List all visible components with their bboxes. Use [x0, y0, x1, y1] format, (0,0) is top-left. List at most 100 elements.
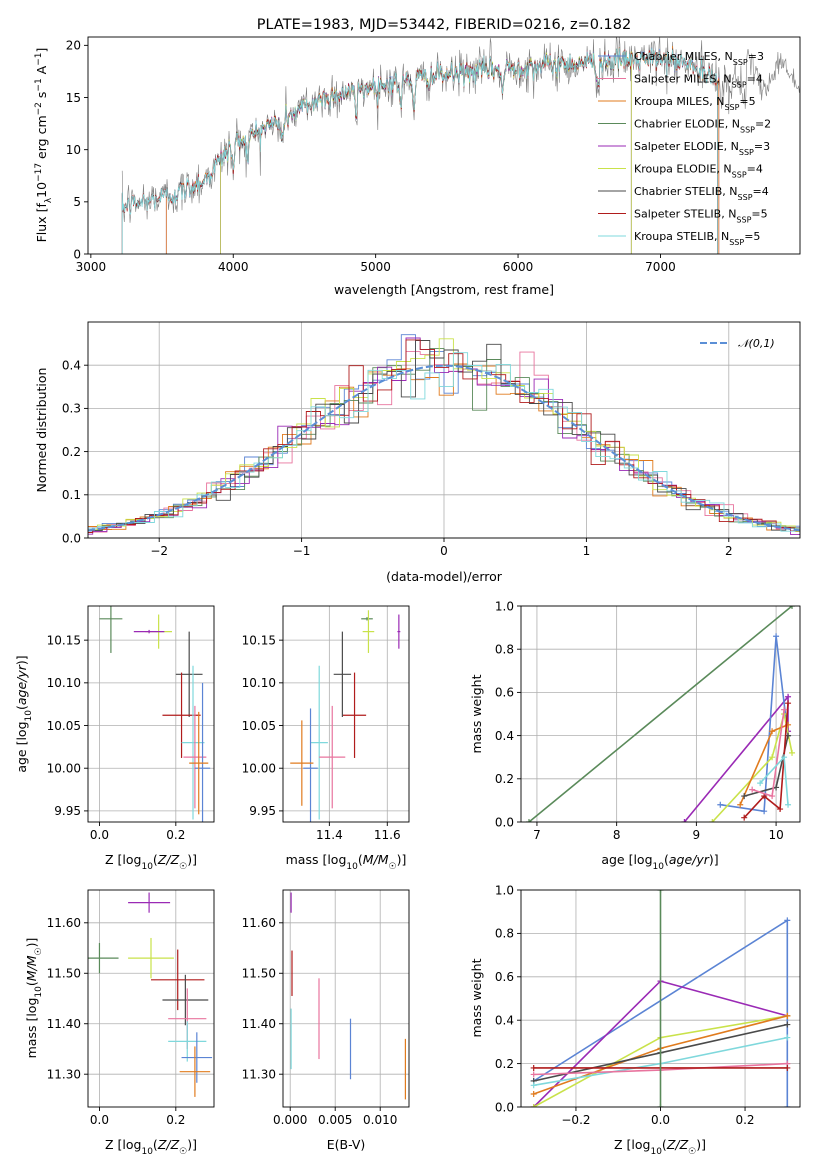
- weight-series: [749, 706, 788, 800]
- label-part: age/yr: [14, 664, 29, 705]
- plot-area: [88, 892, 213, 1097]
- weight-marker: [709, 819, 716, 822]
- label-part: 10: [34, 986, 44, 998]
- plot-area: [290, 892, 406, 1100]
- errorbar-point: [189, 711, 209, 815]
- axes-frame: [87, 605, 215, 823]
- x-tick-label: 5000: [360, 260, 391, 274]
- errorbar-point: [290, 720, 314, 806]
- errorbar-point: [99, 606, 123, 653]
- label-part: age/yr: [669, 852, 710, 867]
- y-tick-label: 11.40: [242, 1017, 276, 1031]
- weight-series: [757, 754, 792, 808]
- x-axis-label: wavelength [Angstrom, rest frame]: [334, 282, 554, 297]
- weight-marker: [525, 819, 532, 822]
- x-axis-label: mass [log10(M/M☉)]: [286, 852, 407, 872]
- x-tick-label: 9: [693, 828, 701, 842]
- label-part: (: [14, 705, 29, 710]
- weight-marker: [777, 806, 784, 813]
- x-axis-label: Z [log10(Z/Z☉)]: [614, 1137, 706, 1157]
- label-part: ☉: [179, 862, 187, 872]
- axes-frame: [520, 605, 801, 823]
- weight-marker: [761, 808, 768, 815]
- label-part: (: [153, 1137, 158, 1152]
- label-part: erg cm: [34, 115, 49, 163]
- y-tick-label: 11.50: [242, 967, 276, 981]
- y-tick-label: 10.00: [242, 762, 276, 776]
- x-tick-label: 7000: [645, 260, 676, 274]
- weight-marker: [657, 890, 664, 893]
- errorbar-point: [128, 937, 174, 979]
- weight-marker: [681, 819, 688, 822]
- y-tick-label: 20: [66, 39, 81, 53]
- label-part: ☉: [34, 947, 44, 955]
- y-axis-label: mass weight: [469, 958, 484, 1037]
- legend-entry: Salpeter STELIB, NSSP=5: [634, 208, 768, 225]
- label-part: 10: [650, 1147, 662, 1157]
- label-part: )]: [397, 852, 407, 867]
- y-axis-label: Normed distribution: [34, 368, 49, 493]
- legend-name: Salpeter STELIB, N: [634, 208, 736, 221]
- x-tick-label: 0.2: [166, 1113, 185, 1127]
- weight-marker: [741, 814, 748, 821]
- legend-entry: Salpeter MILES, NSSP=4: [634, 73, 763, 90]
- label-part: mass [log: [24, 998, 39, 1059]
- legend-value: =3: [748, 50, 764, 63]
- weight-marker: [785, 693, 792, 700]
- y-tick-label: 11.30: [242, 1067, 276, 1081]
- y-tick-label: 0.8: [495, 643, 514, 657]
- legend-value: =2: [755, 118, 771, 131]
- y-axis-label: mass weight: [469, 674, 484, 753]
- label-part: M/M: [363, 852, 389, 867]
- legend-subscript: SSP: [739, 148, 754, 157]
- label-part: ☉: [688, 1147, 696, 1157]
- label-part: )]: [709, 852, 719, 867]
- x-tick-label: 2: [725, 544, 733, 558]
- label-part: mass [log: [286, 852, 347, 867]
- legend-entry: Salpeter ELODIE, NSSP=3: [634, 140, 770, 157]
- errorbar-point: [162, 974, 209, 1026]
- errorbar-point: [333, 631, 352, 717]
- normal-pdf-curve: [88, 364, 800, 532]
- legend-value: =5: [751, 208, 767, 221]
- legend-entry: 𝒩(0,1): [738, 337, 775, 350]
- label-part: (: [662, 1137, 667, 1152]
- y-tick-label: 10.05: [47, 719, 81, 733]
- chart-title: PLATE=1983, MJD=53442, FIBERID=0216, z=0…: [257, 17, 631, 33]
- legend-subscript: SSP: [724, 103, 739, 112]
- x-tick-label: 3000: [76, 260, 107, 274]
- x-tick-label: 0.000: [273, 1113, 307, 1127]
- model-spectrum: [121, 48, 718, 254]
- errorbar-point: [342, 672, 367, 758]
- weight-marker: [769, 793, 776, 800]
- y-tick-label: 0.6: [495, 686, 514, 700]
- plot-area: [530, 890, 791, 1107]
- errorbar-point: [128, 892, 171, 913]
- legend-subscript: SSP: [729, 238, 744, 247]
- x-tick-label: 0.0: [90, 828, 109, 842]
- y-tick-label: 0.0: [62, 531, 81, 545]
- weight-marker: [749, 786, 756, 793]
- x-tick-label: 8: [613, 828, 621, 842]
- legend-name: Chabrier MILES, N: [634, 50, 733, 63]
- y-tick-label: 0.3: [62, 402, 81, 416]
- x-tick-label: 10: [768, 828, 783, 842]
- residual-histogram: [88, 352, 800, 532]
- panel-age-vs-mass: 11.4 11.6 9.95 10.00 10.05 10.10 10.15 mass [lo…: [242, 605, 410, 872]
- y-tick-label: 0.2: [495, 1057, 514, 1071]
- axes-frame: [282, 889, 410, 1108]
- errorbar-point: [194, 682, 211, 822]
- weight-marker: [784, 1012, 791, 1019]
- weight-marker: [717, 801, 724, 808]
- y-tick-label: 0.4: [495, 729, 514, 743]
- panel-mass-vs-ebv: 0.000 0.005 0.010 11.30 11.40 11.50 11.60 E(B-V…: [242, 889, 410, 1152]
- legend-subscript: SSP: [740, 125, 755, 134]
- y-tick-label: 10.05: [242, 719, 276, 733]
- weight-series: [737, 721, 792, 808]
- y-tick-label: 10.10: [47, 676, 81, 690]
- errorbar-point: [361, 617, 373, 621]
- legend-name: Salpeter MILES, N: [634, 73, 732, 86]
